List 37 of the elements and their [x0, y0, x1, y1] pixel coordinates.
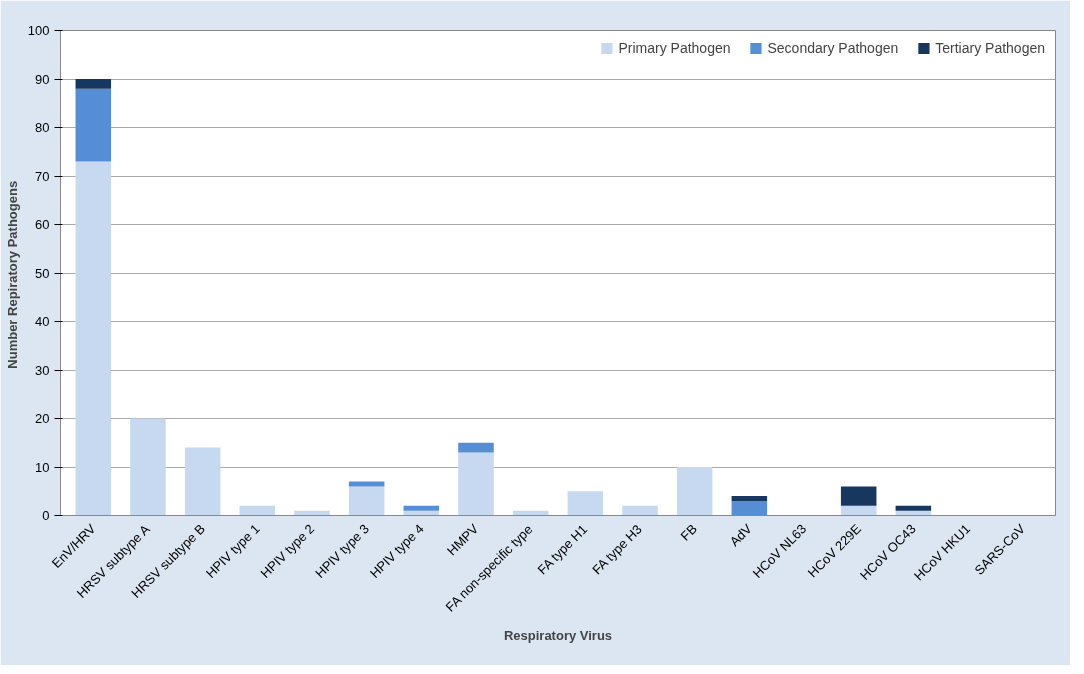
bar [75, 79, 112, 89]
y-tick-label: 80 [35, 120, 50, 135]
legend-label: Tertiary Pathogen [935, 40, 1045, 56]
bar [348, 486, 385, 516]
bar [567, 491, 604, 516]
bar [458, 452, 494, 516]
bar [75, 88, 112, 162]
bar [622, 505, 658, 516]
y-tick-label: 30 [35, 362, 50, 378]
bar [403, 505, 440, 511]
bar [895, 505, 932, 511]
bar [731, 500, 768, 516]
y-tick-label: 90 [35, 71, 50, 87]
y-tick-label: 50 [35, 265, 50, 281]
y-tick-label: 0 [42, 508, 50, 523]
legend-label: Secondary Pathogen [767, 40, 899, 56]
x-tick-label: FA type H3 [589, 521, 645, 578]
bar [239, 505, 276, 516]
y-tick-label: 10 [35, 459, 50, 475]
y-tick-label: 20 [35, 411, 50, 426]
bar [840, 505, 877, 516]
x-axis-title: Respiratory Virus [503, 627, 613, 643]
bar [75, 161, 112, 516]
x-tick-label: FB [677, 521, 700, 544]
bar [458, 442, 494, 453]
y-tick-label: 60 [35, 217, 50, 232]
bar [130, 418, 166, 516]
y-tick-label: 100 [27, 23, 50, 38]
bar [184, 447, 221, 516]
y-tick-label: 70 [35, 168, 50, 184]
y-tick-label: 40 [35, 314, 50, 329]
bar [840, 486, 877, 506]
y-axis-title: Number Repiratory Pathogens [4, 180, 20, 369]
bar [676, 467, 713, 516]
legend-label: Primary Pathogen [618, 40, 731, 56]
bar [731, 496, 768, 501]
x-tick-label: FA type H1 [534, 521, 591, 578]
